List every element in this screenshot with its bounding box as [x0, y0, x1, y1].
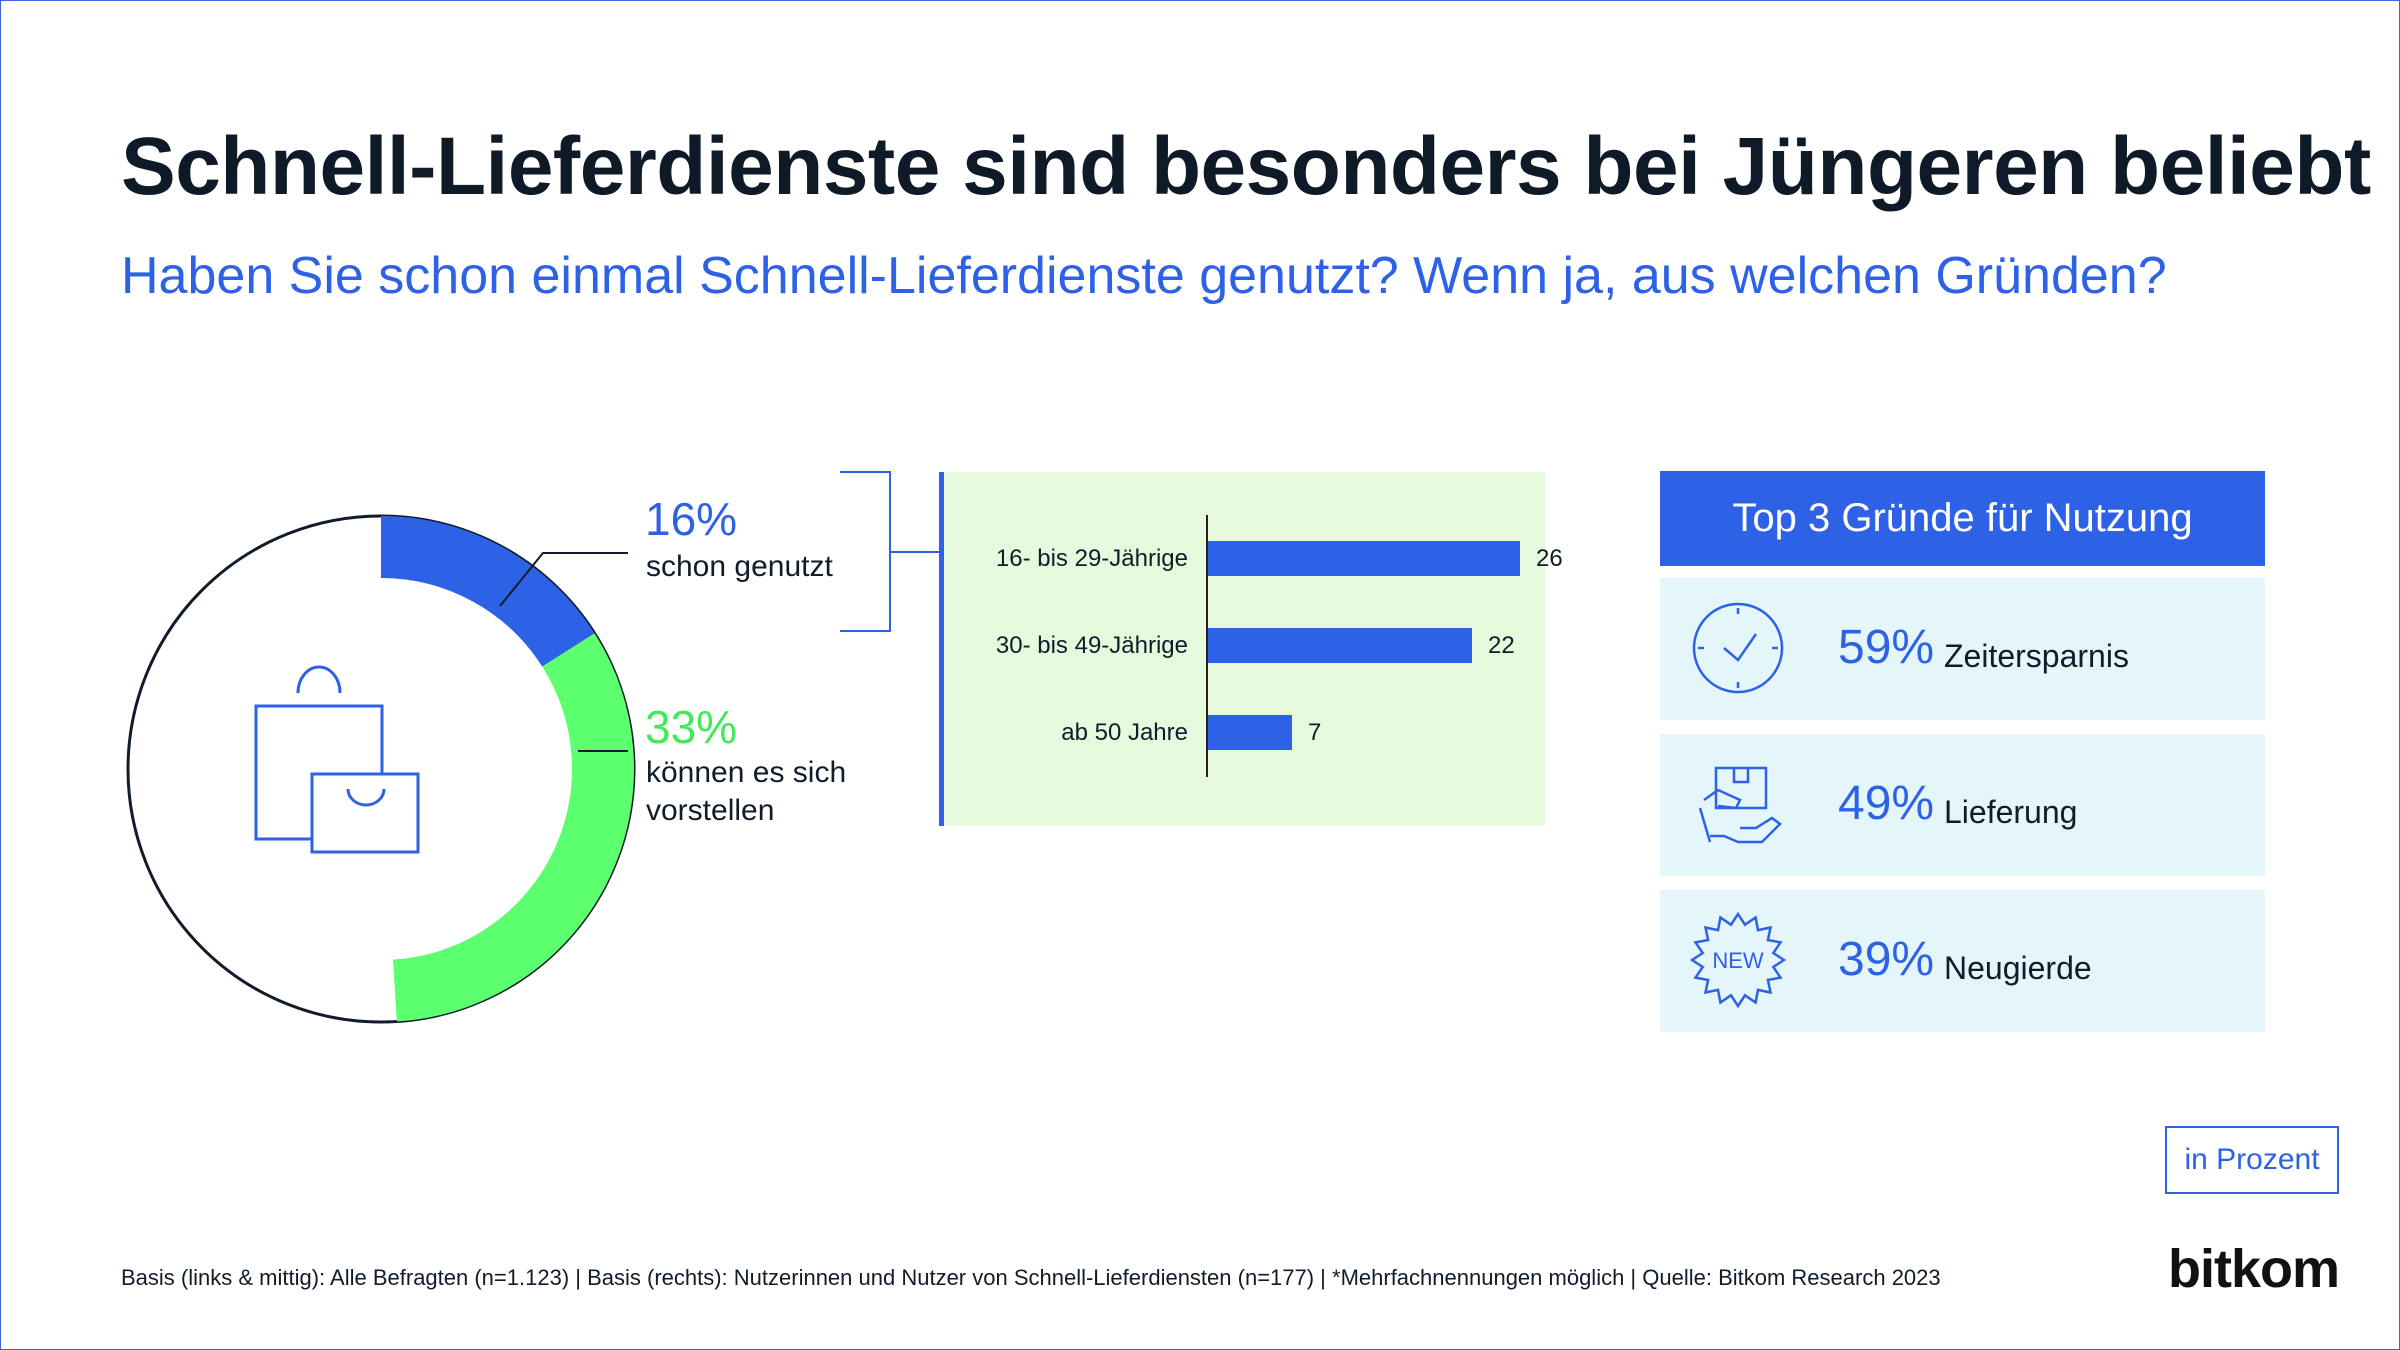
- reason-card-2: 49% Lieferung: [1660, 734, 2265, 876]
- bitkom-logo: bitkom: [2168, 1239, 2340, 1299]
- bracket: [840, 471, 891, 632]
- age-chart-accent: [939, 472, 944, 826]
- page-subtitle: Haben Sie schon einmal Schnell-Lieferdie…: [121, 247, 2167, 305]
- bar-axis: [1206, 515, 1208, 777]
- bar-value-label: 7: [1308, 719, 1322, 746]
- donut-slice-used: [380, 516, 595, 668]
- unit-note: in Prozent: [2165, 1126, 2339, 1194]
- shopping-bags-icon: [254, 665, 420, 854]
- new-badge-icon: NEW: [1690, 912, 1786, 1008]
- top3-heading: Top 3 Gründe für Nutzung: [1660, 471, 2265, 566]
- reason-2-label: Lieferung: [1944, 794, 2078, 830]
- reason-2-value: 49%: [1838, 777, 1935, 830]
- new-badge-text: NEW: [1712, 948, 1764, 973]
- reason-card-1: 59% Zeitersparnis: [1660, 578, 2265, 720]
- used-label: schon genutzt: [646, 550, 833, 583]
- bar: [1208, 628, 1472, 663]
- connector-used: [499, 552, 628, 607]
- reason-1-label: Zeitersparnis: [1944, 638, 2129, 674]
- delivery-hand-icon: [1698, 766, 1782, 844]
- imaginable-label-1: können es sich: [646, 756, 847, 789]
- bar: [1208, 715, 1292, 750]
- footnote: Basis (links & mittig): Alle Befragten (…: [121, 1265, 1941, 1290]
- bar-category-label: 30- bis 49-Jährige: [995, 632, 1188, 659]
- clock-icon: [1692, 602, 1784, 694]
- bar-category-label: ab 50 Jahre: [1061, 719, 1188, 746]
- used-percent: 16%: [645, 493, 738, 545]
- bar-value-label: 22: [1488, 632, 1515, 659]
- reason-1-value: 59%: [1838, 621, 1935, 674]
- donut-chart: [126, 471, 942, 1024]
- page-title: Schnell-Lieferdienste sind besonders bei…: [121, 121, 2371, 212]
- bar-category-label: 16- bis 29-Jährige: [995, 545, 1188, 572]
- bar-value-label: 26: [1536, 545, 1563, 572]
- donut-slice-imaginable: [392, 633, 634, 1022]
- reason-card-3: NEW 39% Neugierde: [1660, 890, 2265, 1032]
- bar: [1208, 541, 1520, 576]
- reason-3-label: Neugierde: [1944, 950, 2092, 986]
- imaginable-percent: 33%: [645, 701, 738, 753]
- reason-3-value: 39%: [1838, 933, 1935, 986]
- imaginable-label-2: vorstellen: [646, 794, 775, 827]
